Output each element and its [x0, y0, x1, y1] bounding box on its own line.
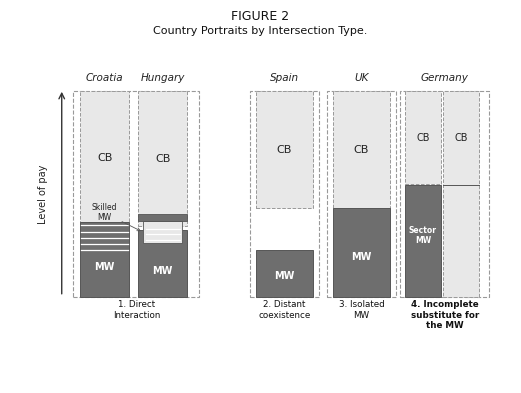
- Text: 2. Distant
coexistence: 2. Distant coexistence: [258, 300, 311, 320]
- Text: Country Portraits by Intersection Type.: Country Portraits by Intersection Type.: [153, 26, 368, 35]
- Text: 3. Isolated
MW: 3. Isolated MW: [339, 300, 384, 320]
- Text: Spain: Spain: [270, 73, 299, 83]
- Bar: [138, 92, 187, 226]
- Bar: [405, 92, 441, 184]
- Text: CB: CB: [155, 154, 170, 164]
- Text: Hungary: Hungary: [140, 73, 185, 83]
- Bar: [138, 230, 187, 297]
- Bar: [405, 185, 441, 297]
- Bar: [80, 222, 129, 297]
- Text: CB: CB: [454, 133, 468, 143]
- Text: CB: CB: [277, 145, 292, 154]
- Text: Level of pay: Level of pay: [38, 164, 48, 224]
- Text: Sector
MW: Sector MW: [409, 226, 437, 245]
- Bar: [143, 221, 182, 244]
- Bar: [138, 214, 187, 221]
- Bar: [400, 92, 489, 297]
- Text: MW: MW: [152, 266, 173, 276]
- Bar: [256, 250, 313, 297]
- Text: Skilled
MW: Skilled MW: [91, 203, 140, 231]
- Bar: [333, 208, 390, 297]
- Text: CB: CB: [97, 152, 113, 163]
- Bar: [333, 92, 390, 209]
- Text: MW: MW: [275, 270, 295, 281]
- Bar: [256, 92, 313, 208]
- Text: 1. Direct
Interaction: 1. Direct Interaction: [113, 300, 160, 320]
- Text: CB: CB: [416, 133, 430, 143]
- Text: 4. Incomplete
substitute for
the MW: 4. Incomplete substitute for the MW: [411, 300, 479, 330]
- Bar: [328, 92, 395, 297]
- Text: CB: CB: [354, 145, 369, 155]
- Text: Croatia: Croatia: [86, 73, 123, 83]
- Text: Germany: Germany: [421, 73, 468, 83]
- Text: UK: UK: [354, 73, 369, 83]
- Text: MW: MW: [351, 252, 371, 262]
- Bar: [443, 92, 479, 297]
- Bar: [73, 92, 200, 297]
- Bar: [80, 92, 129, 224]
- Bar: [251, 92, 319, 297]
- Text: FIGURE 2: FIGURE 2: [231, 10, 290, 23]
- Text: MW: MW: [94, 262, 115, 272]
